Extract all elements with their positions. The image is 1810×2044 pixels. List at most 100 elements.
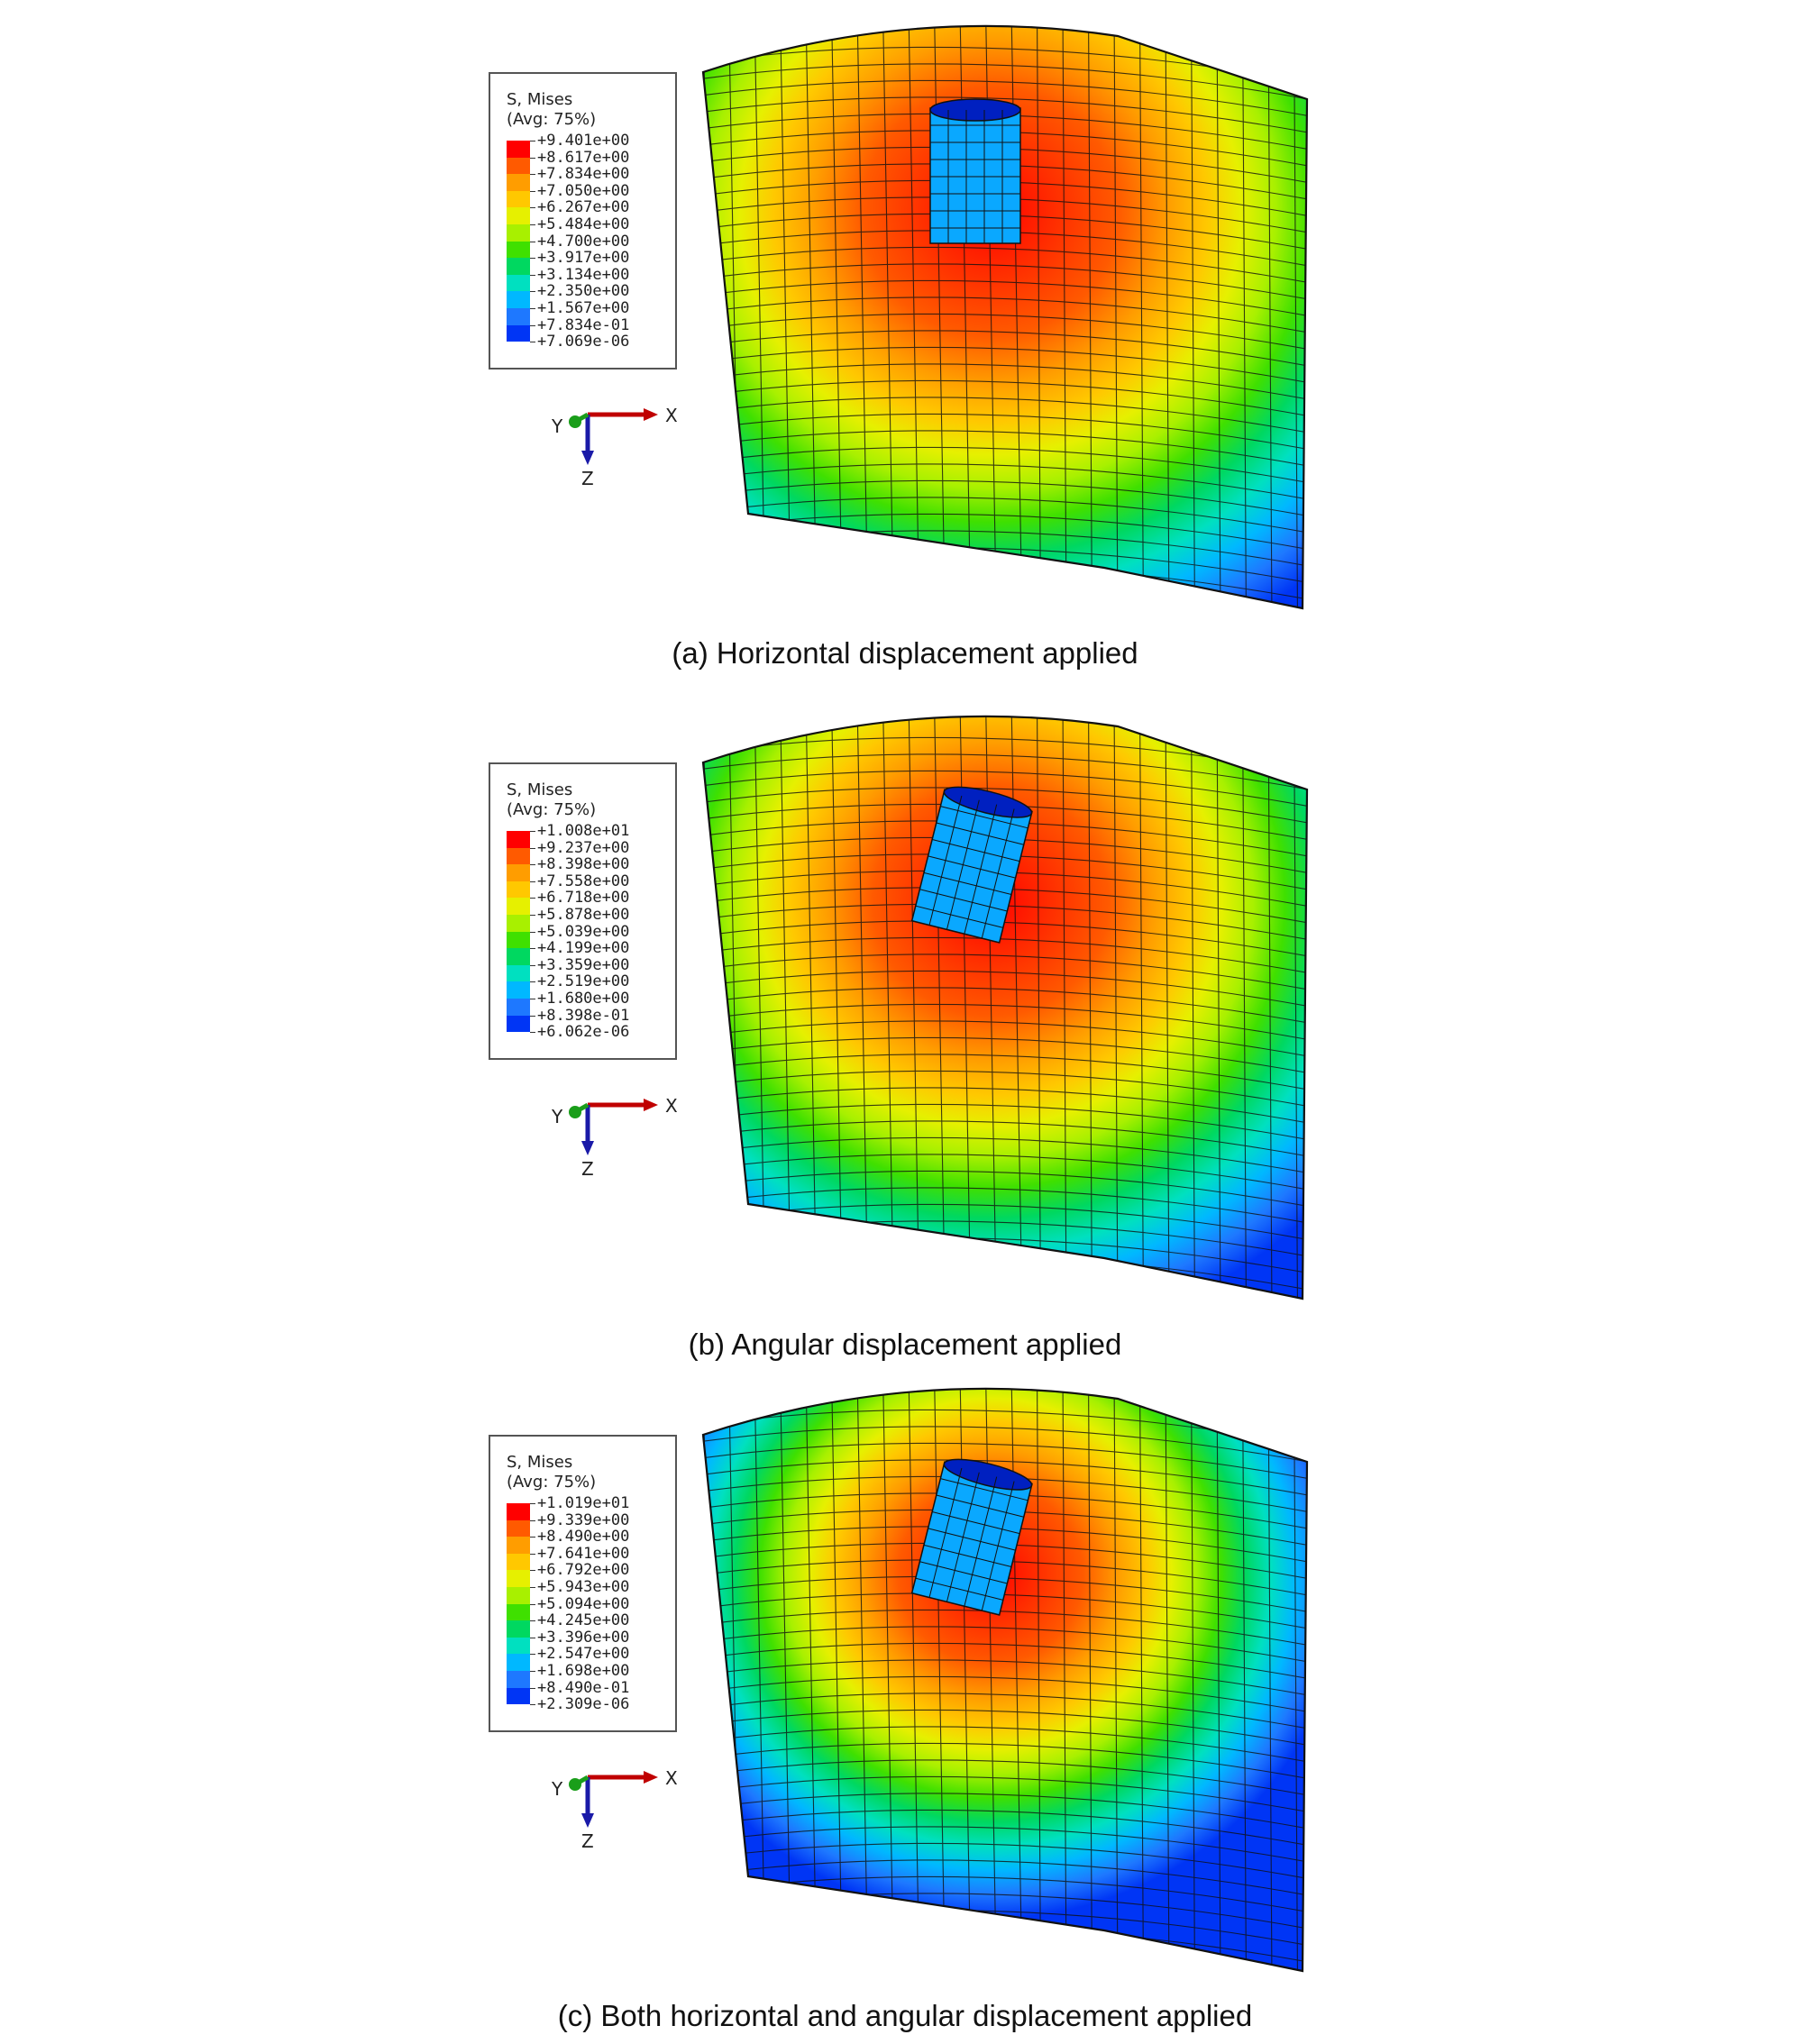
legend-swatch (507, 258, 530, 275)
legend-title: S, Mises (507, 780, 573, 799)
y-axis-dot-icon (569, 415, 581, 428)
legend-value: +2.309e-06 (537, 1695, 630, 1714)
legend-value: +8.490e+00 (537, 1528, 630, 1547)
legend-title: S, Mises (507, 90, 573, 109)
legend-tick (530, 291, 535, 293)
legend-swatch (507, 141, 530, 158)
legend-tick (530, 1654, 535, 1656)
legend-tick (530, 1620, 535, 1622)
legend-swatch (507, 831, 530, 848)
x-arrowhead-icon (644, 1771, 658, 1784)
legend-swatch (507, 1553, 530, 1571)
legend-swatch (507, 847, 530, 865)
y-axis-label: Y (551, 1106, 563, 1127)
z-arrowhead-icon (581, 1141, 594, 1155)
legend-swatch (507, 1620, 530, 1638)
legend-value: +5.484e+00 (537, 215, 630, 233)
legend-swatch (507, 1587, 530, 1604)
legend-swatch (507, 1637, 530, 1655)
legend-swatch (507, 308, 530, 325)
legend-tick (530, 948, 535, 950)
legend-value: +7.834e+00 (537, 165, 630, 184)
x-arrowhead-icon (644, 1099, 658, 1111)
legend-value: +1.019e+01 (537, 1494, 630, 1512)
legend-value: +6.718e+00 (537, 889, 630, 908)
legend-title: S, Mises (507, 1453, 573, 1472)
legend-value: +6.792e+00 (537, 1561, 630, 1580)
legend-tick (530, 864, 535, 866)
legend-value: +3.917e+00 (537, 249, 630, 268)
legend-swatch (507, 931, 530, 949)
legend-tick (530, 207, 535, 209)
legend-value: +9.401e+00 (537, 132, 630, 150)
legend-tick (530, 915, 535, 916)
pile (929, 98, 1021, 244)
x-axis-label: X (665, 405, 678, 426)
legend-value: +8.398e-01 (537, 1006, 630, 1025)
legend-swatch (507, 291, 530, 308)
figure-caption: (b) Angular displacement applied (688, 1328, 1122, 1361)
legend-value: +8.617e+00 (537, 148, 630, 167)
legend-swatch (507, 981, 530, 999)
legend-tick (530, 981, 535, 983)
legend-value: +3.396e+00 (537, 1628, 630, 1647)
legend-tick (530, 174, 535, 176)
legend-value: +3.134e+00 (537, 265, 630, 284)
z-axis-label: Z (581, 1830, 594, 1849)
fe-mesh (703, 1388, 1307, 1971)
legend-tick (530, 1015, 535, 1017)
soil-block-outline (701, 1387, 1309, 1973)
contour-legend: S, Mises (Avg: 75%) +9.401e+00 +8.617e+00 +7… (489, 72, 677, 370)
legend-swatch (507, 1671, 530, 1688)
legend-tick (530, 308, 535, 309)
legend-value: +1.680e+00 (537, 990, 630, 1008)
z-axis-label: Z (581, 468, 594, 487)
legend-swatch (507, 1537, 530, 1554)
fe-contour-plot (701, 24, 1309, 610)
panel-b: S, Mises (Avg: 75%) +1.008e+01 +9.237e+00 +8… (0, 690, 1810, 1363)
legend-tick (530, 964, 535, 966)
legend-tick (530, 274, 535, 276)
legend-value: +8.490e-01 (537, 1678, 630, 1697)
legend-tick (530, 157, 535, 159)
legend-tick (530, 1553, 535, 1555)
legend-swatch (507, 190, 530, 208)
legend-tick (530, 1704, 535, 1706)
legend-swatch (507, 274, 530, 292)
fe-contour-plot (701, 715, 1309, 1300)
legend-swatch (507, 1570, 530, 1587)
contour-legend: S, Mises (Avg: 75%) +1.019e+01 +9.339e+00 +8… (489, 1435, 677, 1732)
legend-subtitle: (Avg: 75%) (507, 110, 597, 129)
legend-value: +4.700e+00 (537, 232, 630, 251)
legend-value: +2.519e+00 (537, 972, 630, 991)
x-axis-label: X (665, 1767, 678, 1789)
z-arrowhead-icon (581, 1813, 594, 1828)
legend-value: +1.008e+01 (537, 822, 630, 840)
legend-tick (530, 847, 535, 849)
legend-swatch (507, 1503, 530, 1520)
legend-swatch (507, 948, 530, 965)
z-axis-label: Z (581, 1158, 594, 1177)
y-axis-dot-icon (569, 1106, 581, 1118)
z-arrowhead-icon (581, 451, 594, 465)
legend-tick (530, 1032, 535, 1034)
axis-triad: X Y Z (551, 405, 678, 487)
legend-swatch (507, 1519, 530, 1538)
legend-tick (530, 1503, 535, 1504)
legend-tick (530, 1537, 535, 1538)
legend-value: +8.398e+00 (537, 855, 630, 874)
legend-value: +2.547e+00 (537, 1645, 630, 1664)
legend-value: +4.199e+00 (537, 939, 630, 958)
legend-value: +9.339e+00 (537, 1510, 630, 1529)
legend-swatch (507, 915, 530, 932)
legend-tick (530, 1671, 535, 1672)
legend-swatch (507, 964, 530, 982)
legend-value: +7.050e+00 (537, 181, 630, 200)
legend-value: +5.039e+00 (537, 922, 630, 941)
axis-triad: X Y Z (551, 1767, 678, 1849)
legend-tick (530, 258, 535, 260)
legend-swatch (507, 324, 530, 342)
legend-tick (530, 1603, 535, 1605)
legend-tick (530, 831, 535, 832)
legend-value: +7.558e+00 (537, 871, 630, 890)
